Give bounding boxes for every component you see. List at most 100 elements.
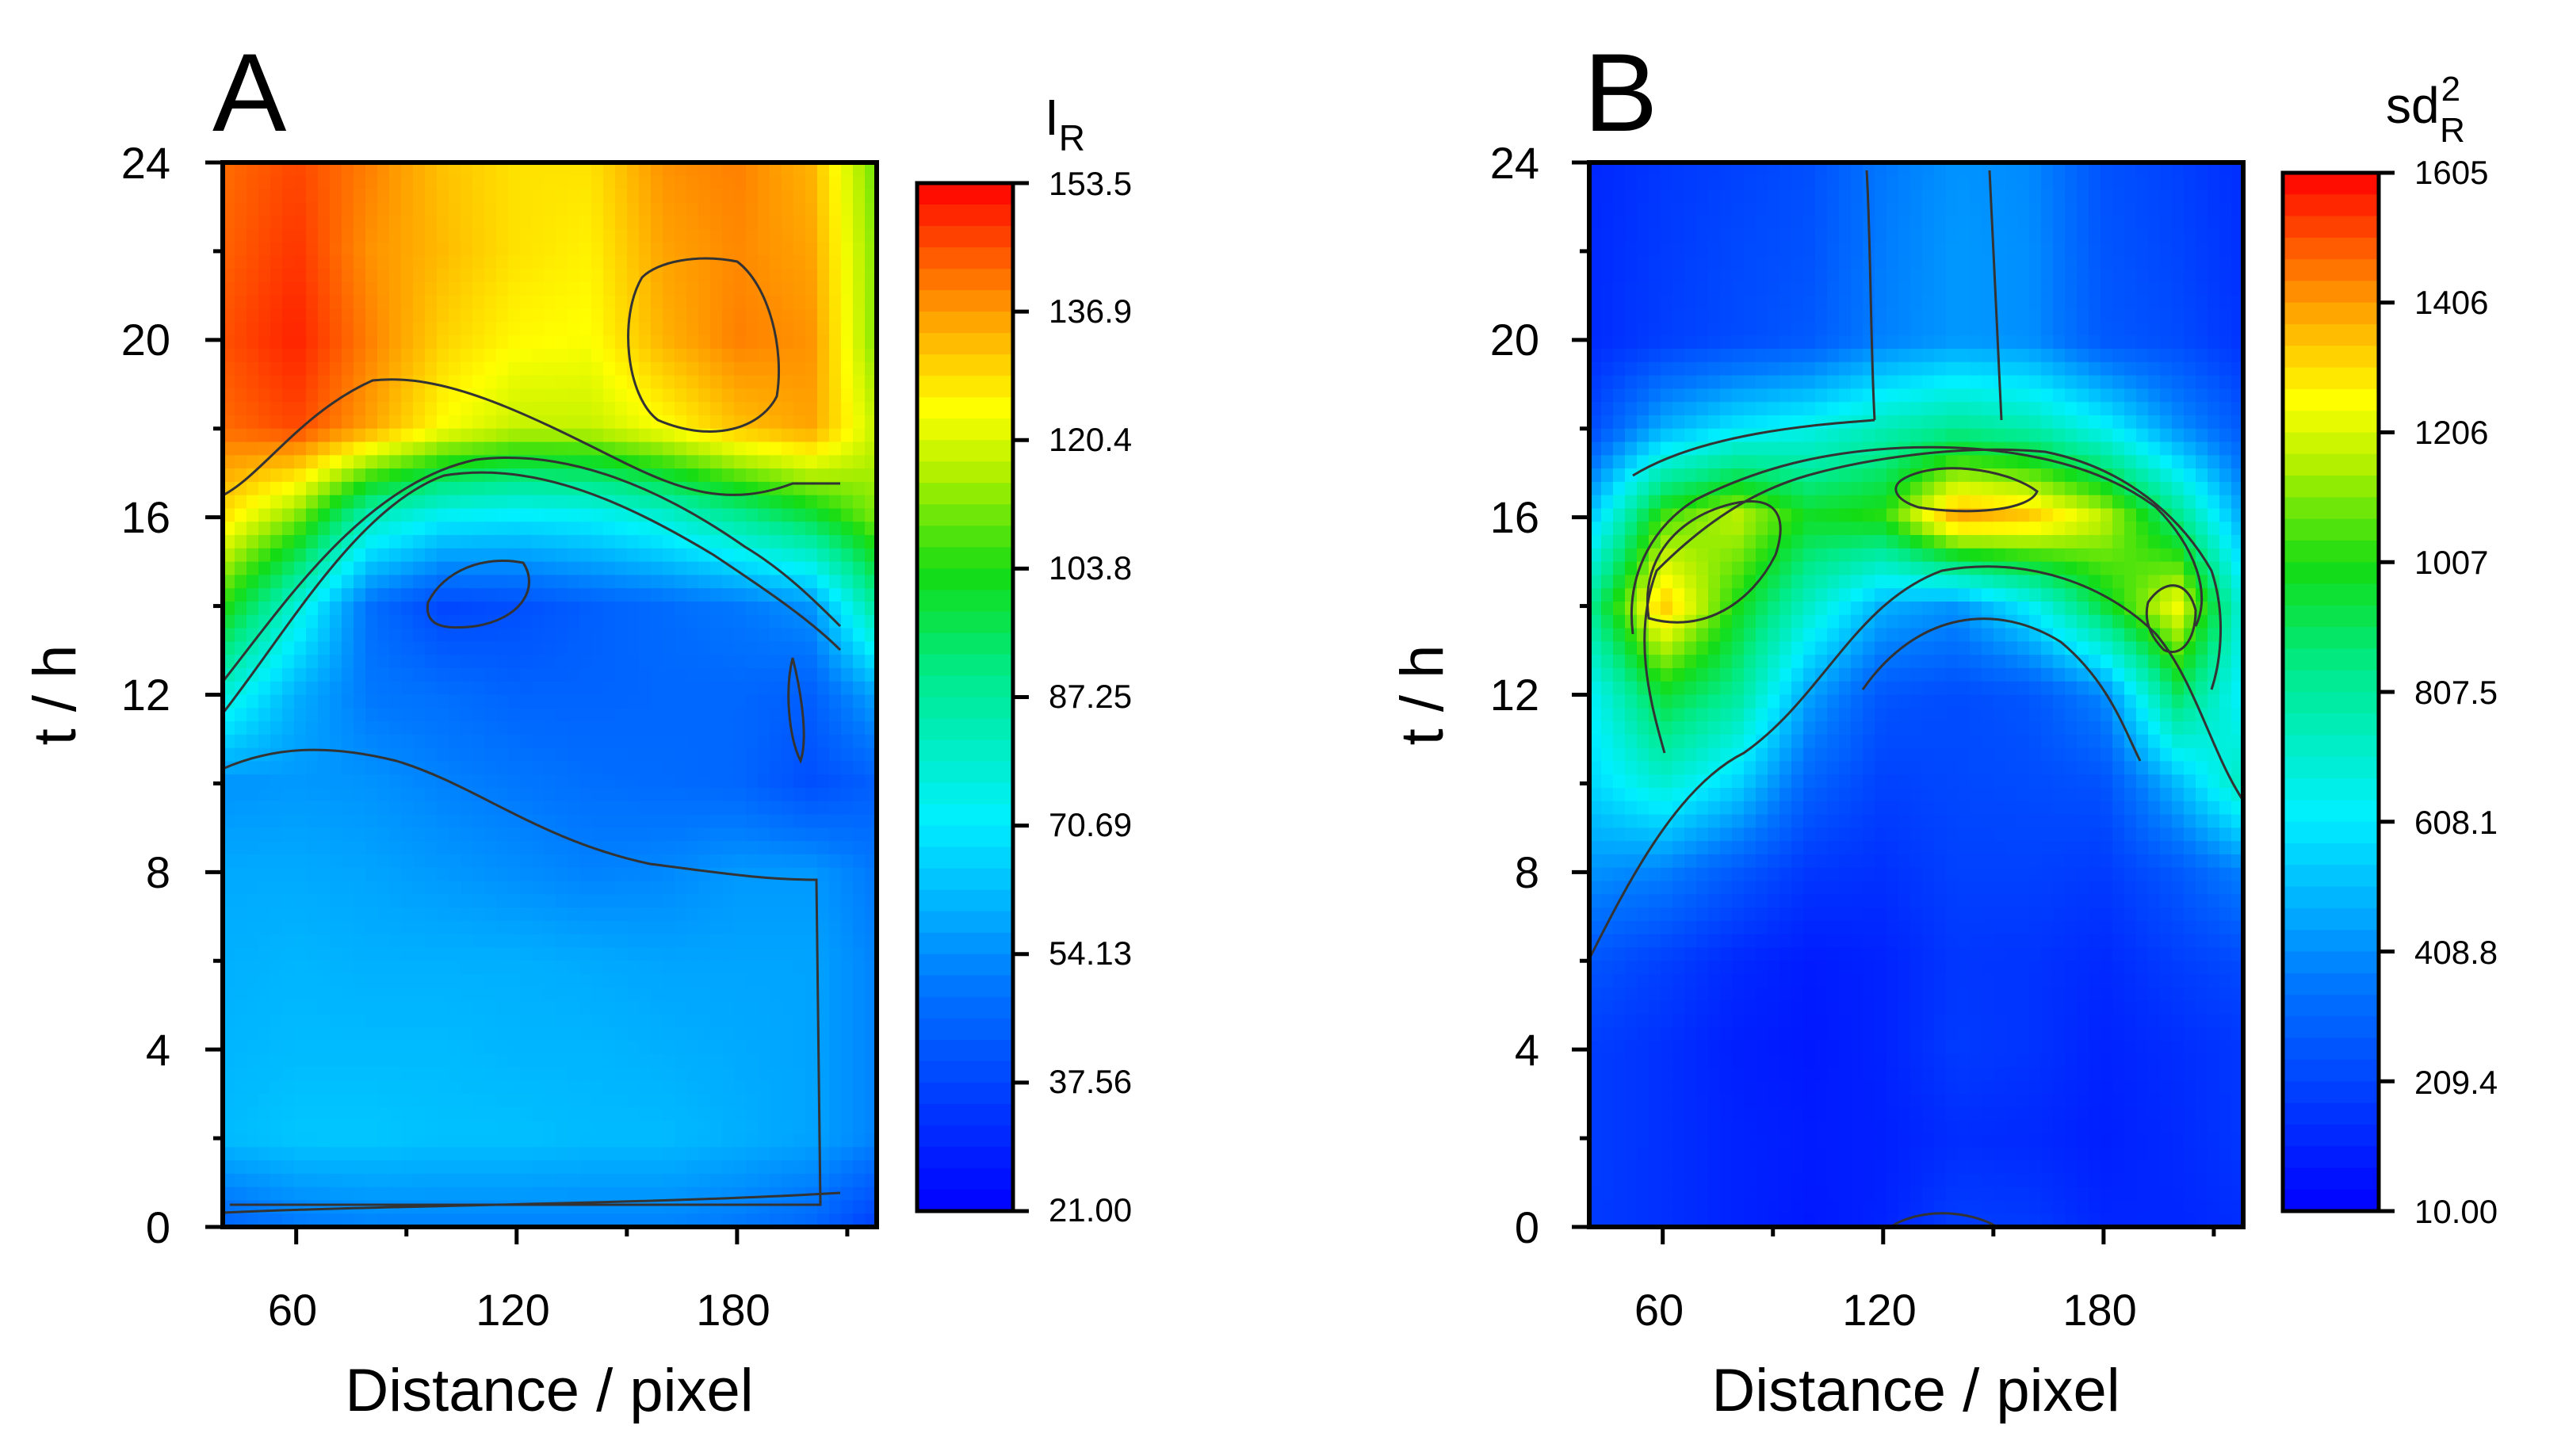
- heatmap-cell: [258, 1173, 271, 1188]
- heatmap-cell: [805, 242, 818, 257]
- heatmap-cell: [306, 987, 319, 1002]
- heatmap-cell: [235, 854, 247, 869]
- heatmap-cell: [342, 788, 354, 802]
- heatmap-cell: [722, 228, 735, 243]
- heatmap-cell: [2136, 202, 2149, 216]
- heatmap-cell: [805, 655, 818, 669]
- heatmap-cell: [2136, 175, 2149, 190]
- heatmap-cell: [746, 854, 759, 869]
- heatmap-cell: [686, 1147, 699, 1161]
- heatmap-cell: [544, 1147, 556, 1161]
- heatmap-cell: [520, 282, 533, 296]
- heatmap-cell: [675, 349, 687, 363]
- colorbar-segment: [917, 311, 1013, 334]
- heatmap-cell: [318, 1160, 331, 1175]
- heatmap-cell: [698, 934, 711, 949]
- heatmap-cell: [686, 522, 699, 536]
- heatmap-cell: [686, 175, 699, 190]
- heatmap-cell: [401, 228, 414, 243]
- heatmap-cell: [698, 495, 711, 510]
- heatmap-cell: [698, 601, 711, 616]
- heatmap-cell: [235, 375, 247, 390]
- heatmap-cell: [2041, 202, 2054, 216]
- heatmap-cell: [1898, 269, 1911, 283]
- heatmap-cell: [734, 655, 747, 669]
- heatmap-cell: [627, 987, 640, 1002]
- colorbar-label: 136.9: [1049, 292, 1132, 330]
- heatmap-cell: [508, 987, 521, 1002]
- heatmap-cell: [556, 228, 568, 243]
- heatmap-cell: [579, 1160, 592, 1175]
- heatmap-cell: [627, 614, 640, 629]
- heatmap-cell: [1744, 175, 1757, 190]
- heatmap-cell: [425, 375, 438, 390]
- heatmap-cell: [603, 1106, 616, 1122]
- heatmap-cell: [793, 269, 806, 283]
- heatmap-cell: [770, 841, 782, 855]
- heatmap-cell: [270, 1160, 283, 1175]
- heatmap-cell: [544, 349, 556, 363]
- heatmap-cell: [544, 535, 556, 549]
- heatmap-cell: [496, 881, 509, 896]
- heatmap-cell: [282, 388, 295, 403]
- heatmap-cell: [627, 655, 640, 669]
- heatmap-cell: [258, 282, 271, 296]
- heatmap-cell: [829, 269, 842, 283]
- heatmap-cell: [782, 934, 794, 949]
- heatmap-cell: [318, 908, 331, 922]
- heatmap-cell: [746, 1213, 759, 1228]
- heatmap-cell: [675, 934, 687, 949]
- heatmap-cell: [2077, 189, 2089, 204]
- heatmap-cell: [675, 1187, 687, 1202]
- heatmap-cell: [1613, 162, 1626, 177]
- heatmap-cell: [663, 641, 675, 655]
- heatmap-cell: [235, 1014, 247, 1028]
- heatmap-cell: [841, 162, 854, 177]
- heatmap-cell: [247, 641, 259, 655]
- heatmap-cell: [734, 761, 747, 776]
- heatmap-cell: [484, 295, 497, 310]
- heatmap-cell: [223, 601, 235, 616]
- heatmap-cell: [330, 721, 342, 736]
- heatmap-cell: [770, 1133, 782, 1148]
- heatmap-cell: [484, 1094, 497, 1108]
- heatmap-cell: [639, 734, 652, 749]
- heatmap-cell: [651, 681, 663, 696]
- heatmap-cell: [484, 814, 497, 829]
- heatmap-cell: [1851, 255, 1864, 270]
- heatmap-cell: [508, 655, 521, 669]
- heatmap-cell: [746, 228, 759, 243]
- heatmap-cell: [223, 920, 235, 935]
- heatmap-cell: [568, 308, 580, 323]
- heatmap-cell: [675, 774, 687, 789]
- heatmap-cell: [568, 508, 580, 523]
- heatmap-cell: [365, 1106, 378, 1122]
- heatmap-cell: [734, 1053, 747, 1068]
- heatmap-cell: [698, 455, 711, 469]
- heatmap-cell: [615, 894, 628, 908]
- heatmap-cell: [817, 269, 830, 283]
- heatmap-cell: [746, 1160, 759, 1175]
- heatmap-cell: [247, 189, 259, 204]
- heatmap-cell: [591, 920, 604, 935]
- heatmap-cell: [734, 1213, 747, 1228]
- heatmap-cell: [223, 295, 235, 310]
- heatmap-cell: [437, 588, 449, 602]
- heatmap-cell: [377, 708, 390, 722]
- heatmap-cell: [318, 641, 331, 655]
- heatmap-cell: [377, 908, 390, 922]
- heatmap-cell: [461, 1014, 473, 1028]
- heatmap-cell: [401, 681, 414, 696]
- heatmap-cell: [413, 974, 426, 988]
- heatmap-cell: [235, 614, 247, 629]
- heatmap-cell: [722, 1000, 735, 1015]
- heatmap-cell: [235, 708, 247, 722]
- heatmap-cell: [330, 894, 342, 908]
- heatmap-cell: [686, 269, 699, 283]
- heatmap-cell: [579, 1147, 592, 1161]
- heatmap-cell: [639, 708, 652, 722]
- heatmap-cell: [461, 375, 473, 390]
- heatmap-cell: [342, 881, 354, 896]
- heatmap-cell: [306, 814, 319, 829]
- heatmap-cell: [544, 854, 556, 869]
